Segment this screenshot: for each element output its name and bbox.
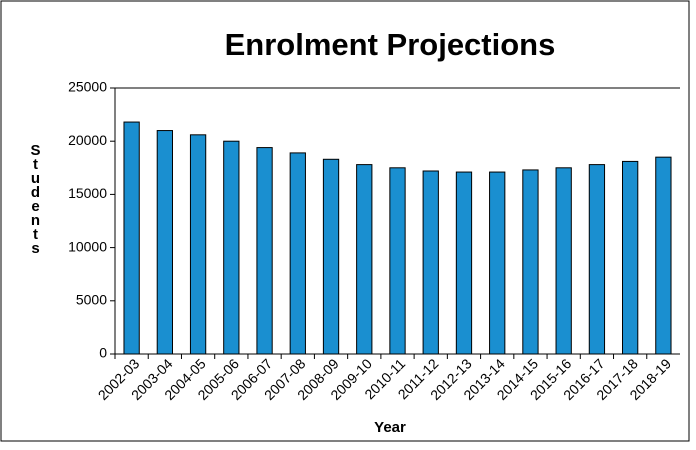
bar [588, 164, 606, 355]
x-axis-label: Year [374, 419, 406, 436]
bar [223, 140, 240, 355]
y-tick-label: 10000 [68, 238, 107, 254]
y-tick-label: 0 [99, 345, 107, 361]
bar [555, 167, 572, 355]
bar [522, 169, 539, 355]
y-axis-label: Students [27, 142, 44, 254]
bar [489, 171, 506, 355]
bar [356, 164, 373, 355]
chart-frame [0, 0, 690, 442]
bar [123, 121, 140, 355]
y-tick-label: 25000 [68, 79, 107, 95]
bar [422, 170, 439, 355]
bar [622, 160, 639, 355]
bar [256, 147, 273, 355]
y-tick-label: 5000 [76, 292, 107, 308]
y-tick-label: 20000 [68, 132, 107, 148]
bar [322, 158, 340, 355]
bar [655, 156, 672, 355]
y-tick-label: 15000 [68, 185, 107, 201]
bar [389, 167, 406, 355]
bar [289, 152, 306, 355]
chart-title: Enrolment Projections [225, 27, 556, 62]
bar [455, 171, 473, 355]
bar [156, 130, 173, 355]
bar [189, 134, 207, 355]
